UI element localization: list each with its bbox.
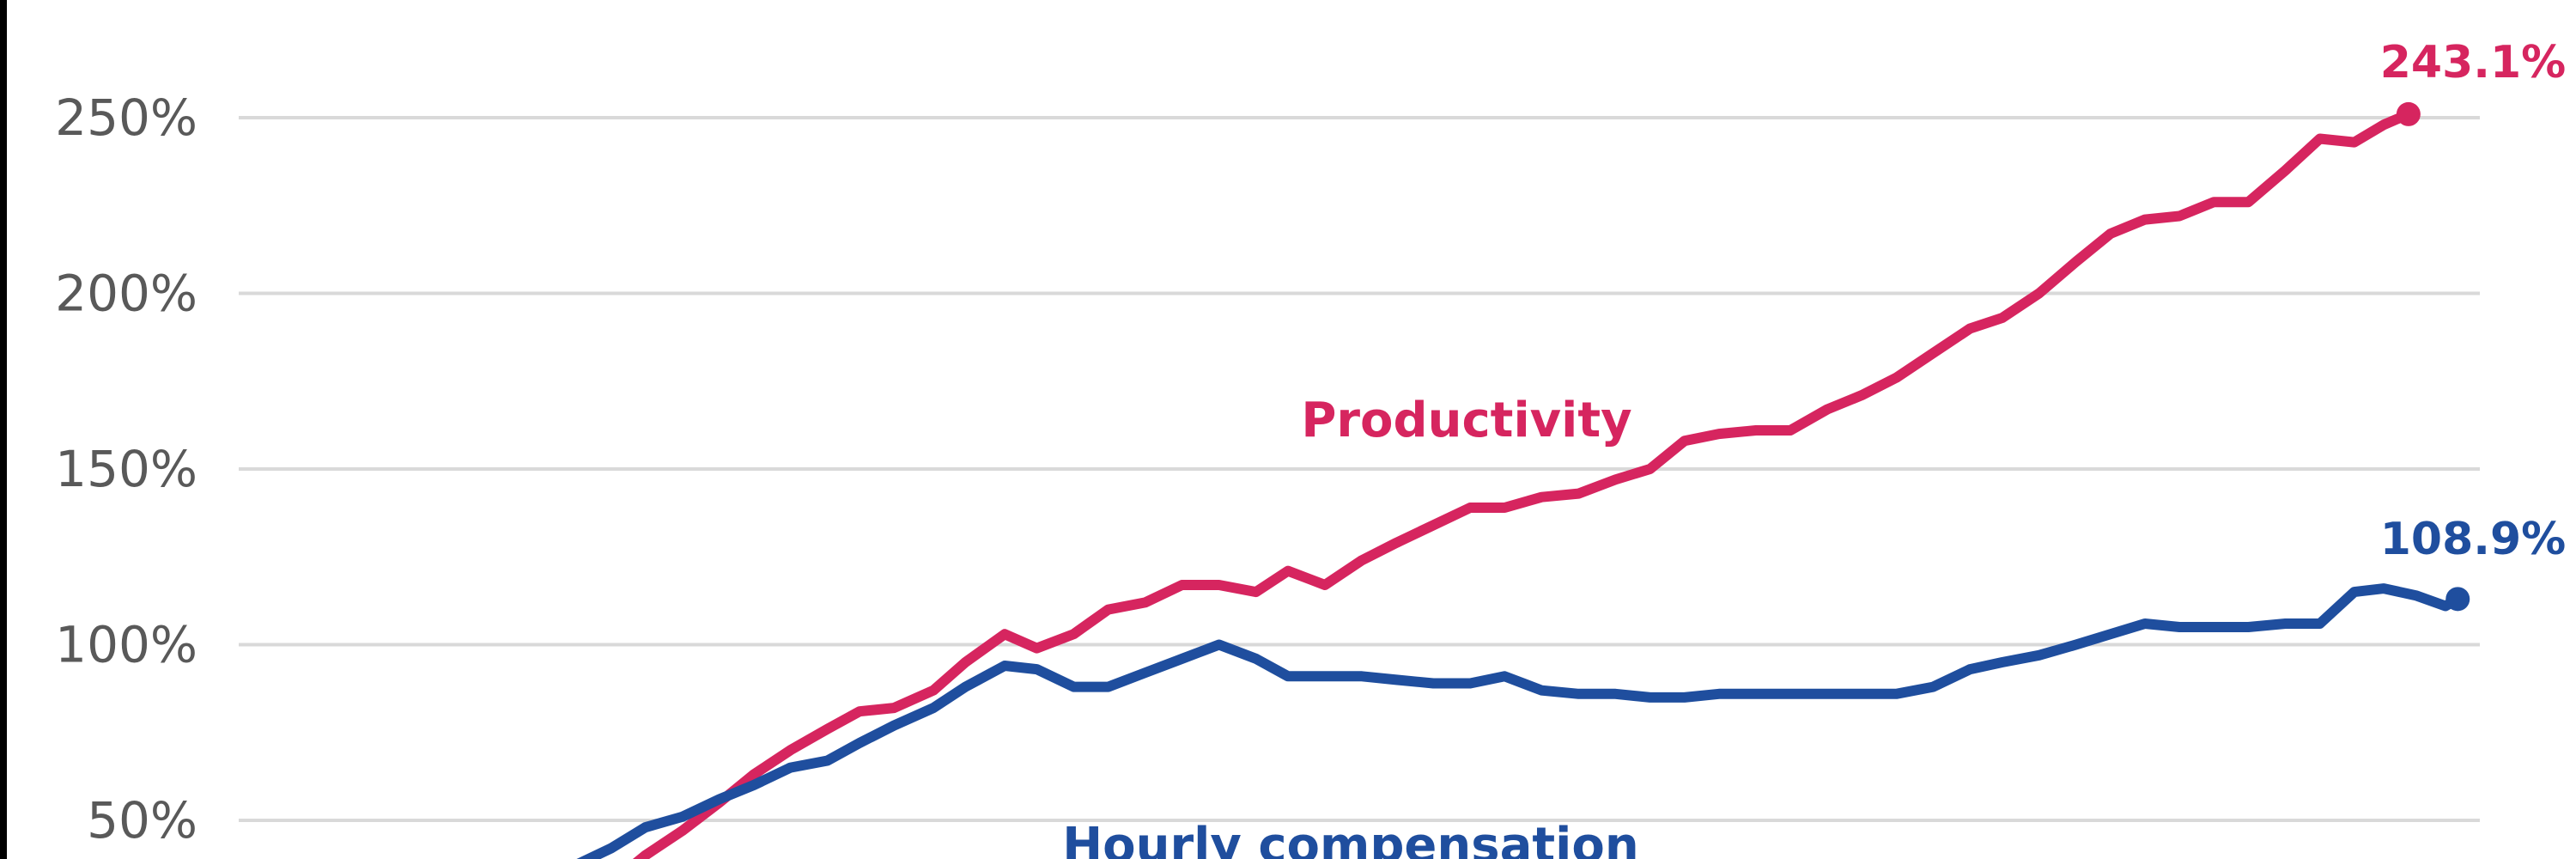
y-tick-label-100: 100% [55,616,197,674]
series-line-hourly-compensation [576,583,2464,859]
series-lines [576,101,2470,859]
end-value-label-productivity: 243.1% [2380,37,2567,88]
series-labels: Productivity Hourly compensation 243.1% 108… [1062,37,2566,859]
y-axis-ticks: 250% 200% 150% 100% 50% [55,88,197,850]
y-tick-label-50: 50% [87,791,197,850]
y-tick-label-200: 200% [55,265,197,323]
y-tick-label-250: 250% [55,88,197,147]
series-label-productivity: Productivity [1301,393,1631,448]
y-tick-label-150: 150% [55,440,197,498]
series-line-productivity [632,108,2414,859]
endpoint-marker-productivity [2396,101,2421,126]
series-label-hourly-compensation: Hourly compensation [1062,818,1638,859]
left-border [0,0,7,859]
grid-lines [0,0,2480,859]
end-value-label-hourly-compensation: 108.9% [2380,514,2567,565]
endpoint-marker-hourly-compensation [2445,587,2470,612]
